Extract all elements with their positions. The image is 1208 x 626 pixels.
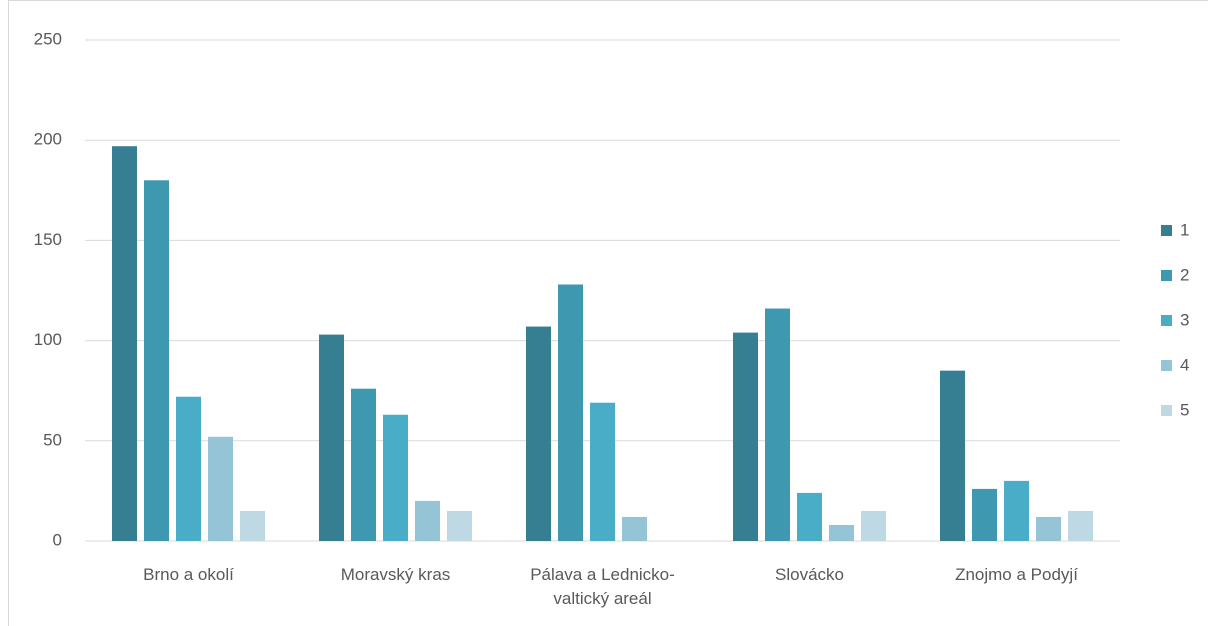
x-tick-label: Slovácko <box>775 565 844 584</box>
legend-swatch <box>1161 315 1172 326</box>
legend-label: 1 <box>1180 220 1189 239</box>
y-tick-label: 150 <box>34 230 62 249</box>
y-tick-label: 250 <box>34 29 62 48</box>
legend-swatch <box>1161 405 1172 416</box>
legend-label: 5 <box>1180 400 1189 419</box>
legend-label: 2 <box>1180 265 1189 284</box>
bar <box>208 436 233 541</box>
bar <box>733 332 758 541</box>
y-tick-label: 200 <box>34 130 62 149</box>
bar <box>590 402 615 541</box>
x-tick-label: Znojmo a Podyjí <box>955 565 1078 584</box>
bar <box>829 524 854 541</box>
bar <box>112 146 137 541</box>
bar <box>383 414 408 541</box>
bar <box>1004 480 1029 541</box>
bar <box>861 510 886 541</box>
chart-border <box>8 0 1208 626</box>
bar <box>972 488 997 541</box>
legend-swatch <box>1161 270 1172 281</box>
bar <box>351 388 376 541</box>
x-tick-label: Pálava a Lednicko-valtický areál <box>530 565 675 608</box>
bar <box>526 326 551 541</box>
bar <box>415 500 440 541</box>
bar <box>622 516 647 541</box>
legend-swatch <box>1161 225 1172 236</box>
x-tick-label: Moravský kras <box>340 565 451 584</box>
y-tick-label: 50 <box>43 430 62 449</box>
x-tick-label: Brno a okolí <box>143 565 234 584</box>
bar <box>240 510 265 541</box>
legend-label: 3 <box>1180 310 1189 329</box>
bar <box>1036 516 1061 541</box>
y-tick-label: 100 <box>34 330 62 349</box>
legend-swatch <box>1161 360 1172 371</box>
y-tick-label: 0 <box>53 530 62 549</box>
legend-label: 4 <box>1180 355 1189 374</box>
bar <box>765 308 790 541</box>
bar <box>558 284 583 541</box>
bar <box>176 396 201 541</box>
bar <box>1068 510 1093 541</box>
bar <box>940 370 965 541</box>
bar <box>144 180 169 541</box>
bar <box>447 510 472 541</box>
bar <box>797 492 822 541</box>
bar <box>319 334 344 541</box>
